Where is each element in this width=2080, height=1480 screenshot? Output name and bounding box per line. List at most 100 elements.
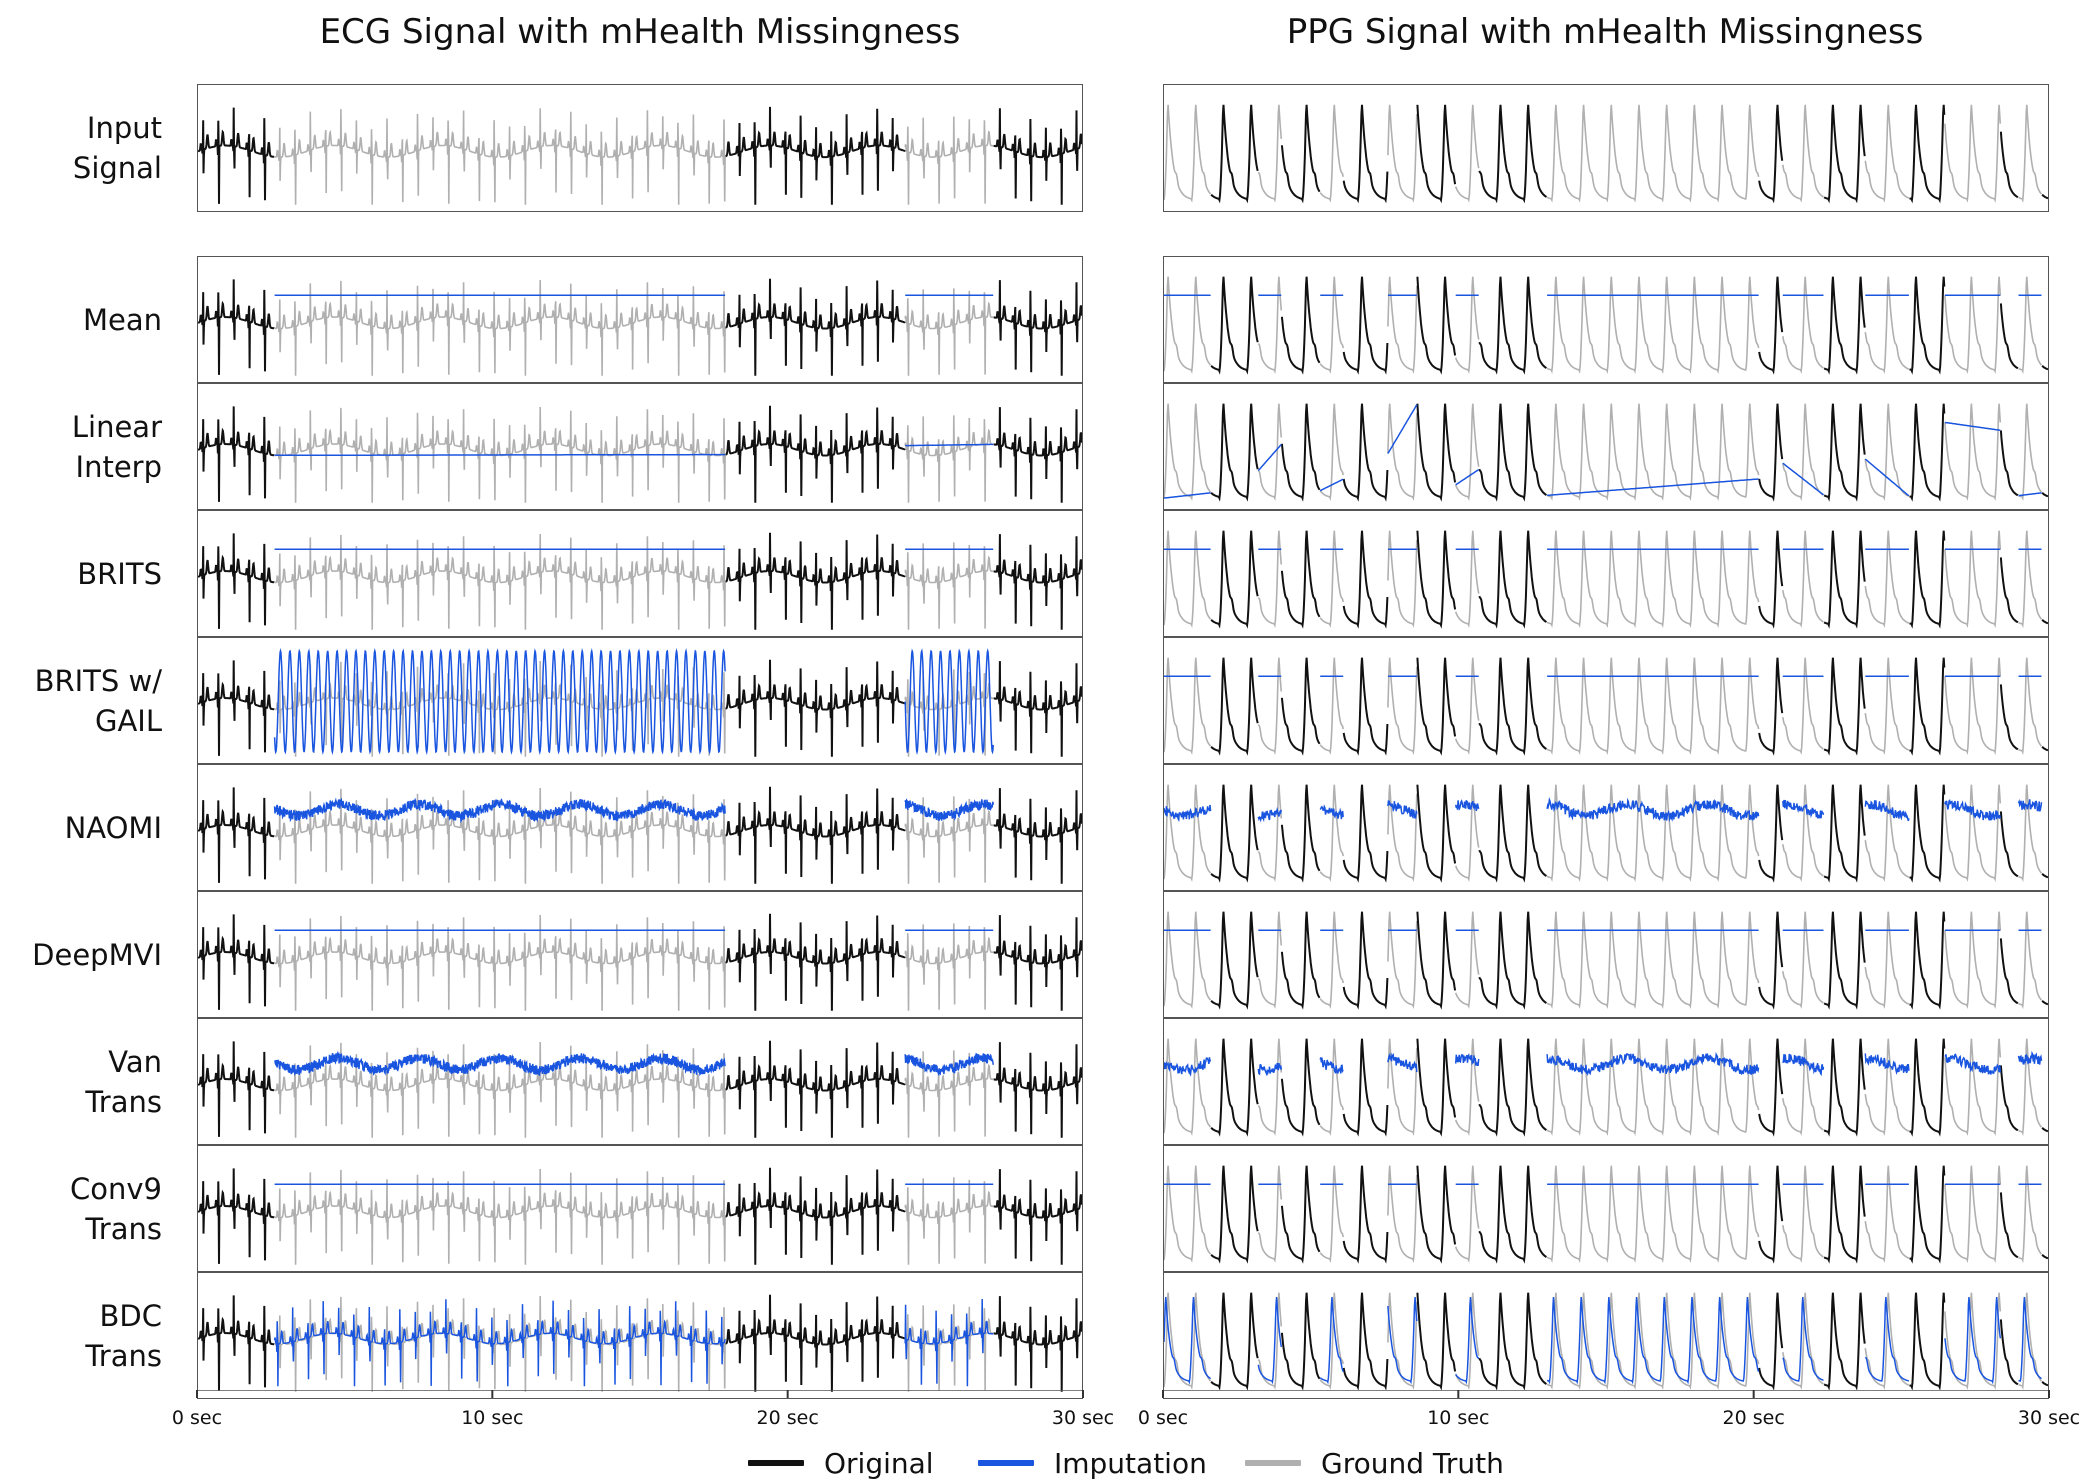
row-label-line: Signal xyxy=(72,151,162,185)
ppg-panel-4 xyxy=(1163,637,2049,764)
ppg-ground-truth-line-9 xyxy=(1164,1292,2043,1391)
ppg-trace-svg-0 xyxy=(1164,104,2048,204)
row-label-line: Van xyxy=(108,1044,162,1079)
row-label-line: DeepMVI xyxy=(32,937,162,972)
ecg-original-line-2 xyxy=(198,405,1082,503)
legend-ground-truth-label: Ground Truth xyxy=(1321,1446,1504,1480)
ecg-trace-svg-0 xyxy=(198,106,1082,205)
ppg-original-line-5 xyxy=(1210,784,2048,883)
ppg-trace-svg-8 xyxy=(1164,1165,2048,1264)
row-label-line: BDC xyxy=(99,1298,162,1333)
ppg-trace-svg-4 xyxy=(1164,657,2048,756)
row-label-line: Trans xyxy=(85,1338,162,1373)
ecg-trace-svg-9 xyxy=(198,1294,1082,1392)
ppg-x-tick-label-1: 10 sec xyxy=(1427,1407,1489,1429)
ecg-original-line-4 xyxy=(198,659,1082,757)
ppg-ground-truth-line-0 xyxy=(1164,104,2043,203)
row-label-line: Linear xyxy=(71,409,162,444)
legend-imputation-swatch xyxy=(978,1460,1034,1466)
row-label-line: BRITS xyxy=(77,556,162,591)
ppg-original-line-0 xyxy=(1210,104,2048,204)
ppg-panel-5 xyxy=(1163,764,2049,891)
ppg-imputation-line-2 xyxy=(1164,404,2042,499)
ppg-panel-7 xyxy=(1163,1018,2049,1145)
ecg-original-line-5 xyxy=(198,786,1082,884)
row-label-line: Interp xyxy=(75,449,162,484)
ppg-panel-3 xyxy=(1163,510,2049,637)
ecg-trace-svg-5 xyxy=(198,786,1082,884)
ecg-panel-3 xyxy=(197,510,1083,637)
ppg-ground-truth-line-1 xyxy=(1164,276,2043,375)
row-label-line: Input xyxy=(86,111,162,145)
row-label-line: GAIL xyxy=(94,703,162,738)
ecg-panel-6 xyxy=(197,891,1083,1018)
ecg-ground-truth-line-9 xyxy=(274,1295,994,1392)
ecg-trace-svg-8 xyxy=(198,1167,1082,1265)
row-label-4: BRITS w/GAIL xyxy=(0,661,162,741)
ppg-x-tick-label-3: 30 sec xyxy=(2018,1407,2080,1429)
ecg-x-tick-label-0: 0 sec xyxy=(172,1407,222,1429)
row-label-3: BRITS xyxy=(0,554,162,594)
row-label-line: Trans xyxy=(85,1084,162,1119)
ecg-panel-8 xyxy=(197,1145,1083,1272)
ecg-ground-truth-line-1 xyxy=(274,279,994,376)
ppg-imputation-line-9 xyxy=(1164,1297,2042,1385)
ppg-ground-truth-line-5 xyxy=(1164,784,2043,883)
ecg-panel-4 xyxy=(197,637,1083,764)
ppg-trace-svg-5 xyxy=(1164,784,2048,883)
ppg-chart-title: PPG Signal with mHealth Missingness xyxy=(1286,12,1924,52)
ecg-original-line-8 xyxy=(198,1167,1082,1265)
ecg-original-line-0 xyxy=(198,106,1082,205)
ecg-chart-title: ECG Signal with mHealth Missingness xyxy=(319,12,961,52)
ecg-original-line-1 xyxy=(198,278,1082,376)
ecg-trace-svg-2 xyxy=(198,405,1082,503)
legend-imputation-label: Imputation xyxy=(1054,1446,1207,1480)
row-label-line: Trans xyxy=(85,1211,162,1246)
legend-original-label: Original xyxy=(824,1446,934,1480)
ecg-panel-9 xyxy=(197,1272,1083,1399)
ecg-ground-truth-line-0 xyxy=(274,108,994,205)
ppg-trace-svg-1 xyxy=(1164,276,2048,375)
ecg-original-line-3 xyxy=(198,532,1082,630)
ppg-original-line-1 xyxy=(1210,276,2048,375)
ecg-x-tick-label-2: 20 sec xyxy=(757,1407,819,1429)
ppg-trace-svg-6 xyxy=(1164,911,2048,1010)
row-label-0: Input Signal xyxy=(0,108,162,188)
ecg-ground-truth-line-6 xyxy=(274,914,994,1011)
row-label-6: DeepMVI xyxy=(0,935,162,975)
ppg-original-line-8 xyxy=(1210,1165,2048,1264)
ppg-x-tick-label-2: 20 sec xyxy=(1723,1407,1785,1429)
ppg-imputation-line-5 xyxy=(1164,796,2043,823)
legend-ground-truth-swatch xyxy=(1245,1460,1301,1466)
row-label-line: Mean xyxy=(82,302,162,337)
ecg-imputation-line-9 xyxy=(273,1298,994,1387)
ppg-panel-0 xyxy=(1163,84,2049,212)
ecg-trace-svg-1 xyxy=(198,278,1082,376)
ppg-imputation-line-7 xyxy=(1164,1050,2043,1077)
ppg-ground-truth-line-8 xyxy=(1164,1165,2043,1264)
row-label-line: NAOMI xyxy=(64,810,162,845)
ecg-original-line-9 xyxy=(198,1294,1082,1392)
row-label-line: BRITS w/ xyxy=(34,663,162,698)
ppg-x-tick-label-0: 0 sec xyxy=(1138,1407,1188,1429)
x-axes: 0 sec 10 sec 20 sec 30 sec 0 sec 10 sec 20 sec… xyxy=(172,1390,2080,1429)
ecg-trace-svg-6 xyxy=(198,913,1082,1011)
ecg-imputation-line-5 xyxy=(273,797,994,824)
row-label-9: BDC Trans xyxy=(0,1296,162,1376)
ecg-ground-truth-line-7 xyxy=(274,1041,994,1138)
ecg-trace-svg-3 xyxy=(198,532,1082,630)
row-label-line: Conv9 xyxy=(70,1171,162,1206)
row-label-5: NAOMI xyxy=(0,808,162,848)
ppg-panel-1 xyxy=(1163,256,2049,383)
ppg-ground-truth-line-2 xyxy=(1164,403,2043,502)
ecg-ground-truth-line-5 xyxy=(274,787,994,884)
ecg-trace-svg-4 xyxy=(198,647,1082,757)
ecg-imputation-line-4 xyxy=(273,647,994,756)
ppg-panel-2 xyxy=(1163,383,2049,510)
ecg-ground-truth-line-3 xyxy=(274,533,994,630)
row-label-2: Linear Interp xyxy=(0,407,162,487)
ecg-panel-1 xyxy=(197,256,1083,383)
legend-imputation: Imputation xyxy=(978,1446,1207,1480)
ppg-trace-svg-7 xyxy=(1164,1038,2048,1137)
ppg-panel-8 xyxy=(1163,1145,2049,1272)
